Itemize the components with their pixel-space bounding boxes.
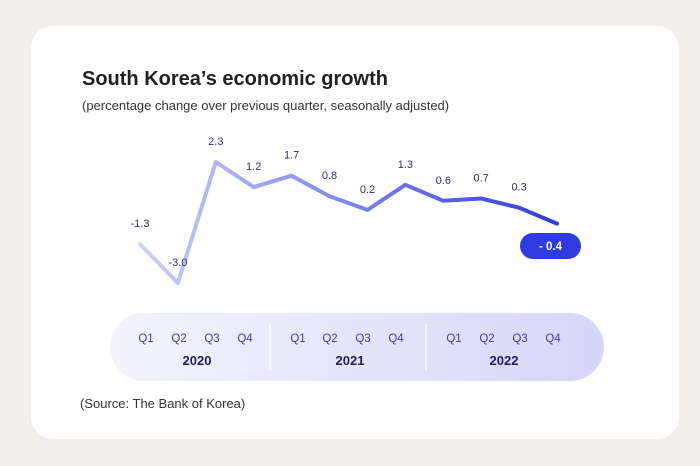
x-axis-quarter-label: Q3 bbox=[512, 333, 527, 345]
x-axis-quarter-ticks: Q1 Q2 Q3 Q4 Q1 Q2 Q3 Q4 Q1 Q2 Q3 Q4 bbox=[138, 333, 561, 345]
x-axis-quarter-label: Q2 bbox=[479, 333, 494, 345]
data-label: - 0.4 bbox=[539, 241, 563, 253]
x-axis-year-label: 2022 bbox=[490, 353, 519, 368]
data-label: 0.2 bbox=[360, 184, 375, 196]
x-axis-year-label: 2020 bbox=[183, 353, 212, 368]
x-axis-quarter-label: Q2 bbox=[171, 333, 186, 345]
x-axis-quarter-label: Q4 bbox=[388, 333, 404, 345]
data-label: 0.7 bbox=[474, 173, 489, 185]
x-axis-year-label: 2021 bbox=[336, 353, 365, 368]
chart-title: South Korea’s economic growth bbox=[82, 68, 388, 90]
data-label: -1.3 bbox=[131, 218, 150, 230]
data-labels: -1.3 -3.0 2.3 1.2 1.7 0.8 0.2 1.3 0.6 0.7 0.3 - 0.4 bbox=[131, 136, 581, 269]
data-label: 0.3 bbox=[511, 182, 526, 194]
source-note: (Source: The Bank of Korea) bbox=[80, 396, 246, 411]
x-axis-quarter-label: Q3 bbox=[204, 333, 219, 345]
x-axis-band bbox=[110, 313, 604, 381]
data-label: 0.6 bbox=[436, 175, 451, 187]
data-label: 2.3 bbox=[208, 136, 223, 148]
x-axis-quarter-label: Q4 bbox=[237, 333, 253, 345]
x-axis-quarter-label: Q3 bbox=[355, 333, 370, 345]
data-label: 1.2 bbox=[246, 161, 261, 173]
x-axis-quarter-label: Q1 bbox=[446, 333, 461, 345]
x-axis-quarter-label: Q1 bbox=[138, 333, 153, 345]
x-axis-quarter-label: Q2 bbox=[322, 333, 337, 345]
x-axis-year-labels: 2020 2021 2022 bbox=[183, 353, 519, 368]
data-label: 0.8 bbox=[322, 170, 337, 182]
data-label: 1.3 bbox=[398, 159, 413, 171]
data-label: 1.7 bbox=[284, 150, 299, 162]
chart-subtitle: (percentage change over previous quarter… bbox=[82, 98, 450, 113]
x-axis-quarter-label: Q4 bbox=[545, 333, 561, 345]
x-axis-quarter-label: Q1 bbox=[290, 333, 305, 345]
series-line bbox=[138, 160, 559, 285]
data-label: -3.0 bbox=[168, 257, 187, 269]
highlight-badge bbox=[520, 233, 581, 259]
